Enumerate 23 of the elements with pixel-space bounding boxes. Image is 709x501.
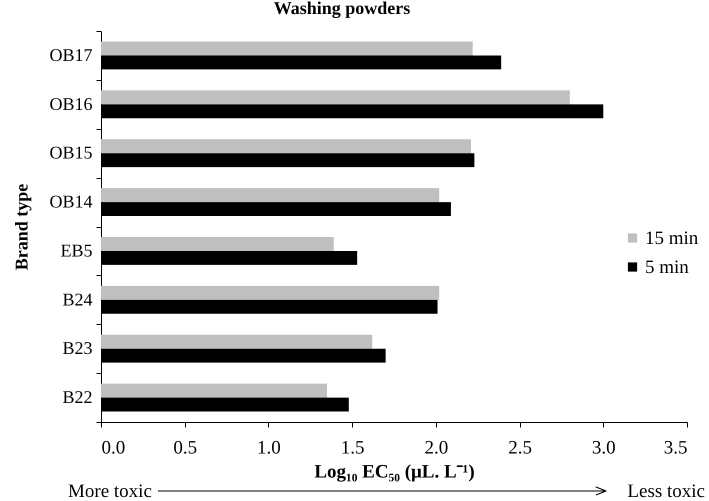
text: More toxic xyxy=(68,481,152,501)
x-tick-label: 1.0 xyxy=(257,438,281,458)
y-tick-label: OB16 xyxy=(49,94,92,114)
x-tick-label: 0.5 xyxy=(173,438,198,458)
x-tick-label: 2.5 xyxy=(508,438,532,458)
x-tick-label: 2.0 xyxy=(424,438,448,458)
y-tick-label: B24 xyxy=(62,289,92,310)
x-tick-label: 3.5 xyxy=(664,438,688,458)
x-tick-label: 3.0 xyxy=(592,438,616,458)
y-axis-title: Brand type xyxy=(11,184,32,270)
chart-title: Washing powders xyxy=(274,0,410,18)
x-axis-title: Log₁₀ EC₅₀ (μL. L⁻¹) xyxy=(314,462,475,482)
y-tick-label: EB5 xyxy=(60,240,92,260)
x-tick-label: 1.5 xyxy=(340,438,365,458)
y-tick-label: B23 xyxy=(62,338,92,358)
legend-label: 5 min xyxy=(645,257,690,278)
x-tick-label: 0.0 xyxy=(102,438,126,458)
text: Less toxic xyxy=(627,481,705,501)
y-tick-label: OB17 xyxy=(49,44,92,65)
y-tick-label: B22 xyxy=(62,387,92,408)
legend-label: 15 min xyxy=(645,228,699,249)
y-tick-label: OB14 xyxy=(49,192,92,212)
y-tick-label: OB15 xyxy=(49,142,92,163)
